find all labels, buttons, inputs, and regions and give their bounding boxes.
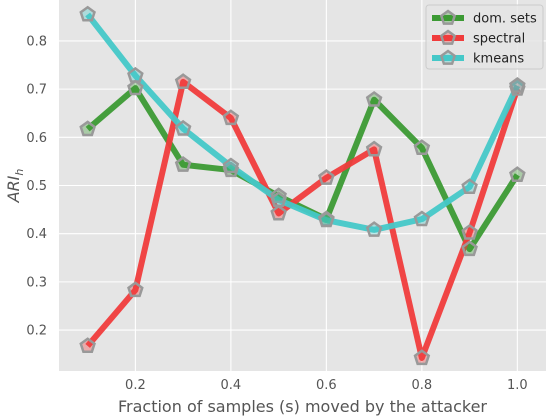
series-markers	[79, 5, 526, 366]
x-tick-label: 0.4	[221, 378, 242, 393]
x-tick-labels: 0.2 0.4 0.6 0.8 1.0	[125, 378, 528, 393]
data-point-marker	[174, 73, 192, 89]
y-tick-label: 0.6	[26, 131, 47, 146]
legend-label: spectral	[473, 32, 525, 47]
y-tick-label: 0.2	[26, 324, 47, 339]
data-point-marker	[461, 223, 478, 240]
y-axis-label-subscript: h	[13, 169, 26, 176]
data-point-marker	[318, 211, 335, 228]
data-point-marker	[127, 79, 144, 96]
data-point-marker	[365, 140, 383, 157]
data-point-marker	[461, 178, 478, 195]
x-axis-label: Fraction of samples (s) moved by the att…	[118, 397, 487, 416]
legend-marker	[439, 9, 457, 25]
data-point-marker	[222, 157, 240, 174]
data-point-marker	[270, 204, 287, 221]
grid-lines	[59, 0, 546, 371]
legend-label: dom. sets	[473, 12, 537, 27]
x-tick-label: 0.8	[412, 378, 433, 393]
data-point-marker	[413, 349, 431, 366]
legend-marker	[439, 49, 457, 65]
legend-marker	[439, 29, 457, 45]
data-point-marker	[509, 166, 526, 182]
data-point-marker	[365, 221, 383, 237]
data-point-marker	[79, 337, 96, 354]
series-line-1	[85, 78, 521, 361]
y-tick-label: 0.4	[26, 227, 47, 242]
legend-label: kmeans	[473, 52, 524, 67]
data-point-marker	[461, 240, 478, 257]
y-tick-label: 0.3	[26, 275, 47, 290]
data-point-marker	[174, 119, 192, 136]
data-point-marker	[413, 139, 431, 155]
y-tick-label: 0.7	[26, 83, 47, 98]
y-axis-label-main: ARI	[4, 175, 23, 203]
x-tick-label: 1.0	[507, 378, 528, 393]
y-axis-label: ARIh	[4, 169, 26, 204]
series-lines	[85, 12, 521, 361]
x-tick-label: 0.2	[125, 378, 146, 393]
data-point-marker	[79, 120, 96, 137]
x-tick-label: 0.6	[316, 378, 337, 393]
data-point-marker	[365, 90, 383, 107]
data-point-marker	[127, 281, 144, 298]
data-point-marker	[270, 191, 287, 208]
data-point-marker	[222, 109, 240, 126]
data-point-marker	[509, 77, 526, 93]
y-tick-label: 0.5	[26, 179, 47, 194]
y-tick-labels: 0.2 0.3 0.4 0.5 0.6 0.7 0.8	[26, 34, 47, 338]
data-point-marker	[270, 187, 287, 204]
legend: dom. sets spectral kmeans	[425, 4, 544, 70]
data-point-marker	[174, 156, 192, 172]
data-point-marker	[318, 169, 335, 185]
data-point-marker	[79, 5, 96, 22]
data-point-marker	[127, 66, 144, 83]
y-tick-label: 0.8	[26, 34, 47, 49]
data-point-marker	[413, 210, 431, 227]
series-line-2	[85, 12, 521, 233]
